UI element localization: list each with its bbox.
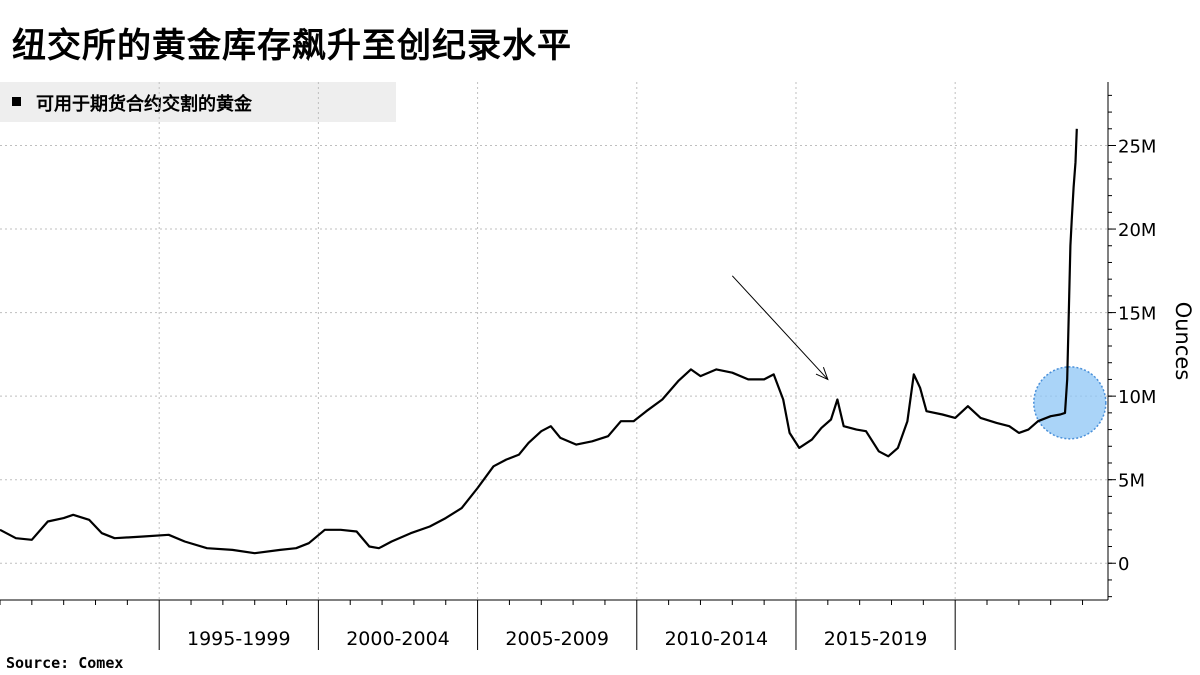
x-tick-label: 2005-2009 xyxy=(505,628,609,650)
x-tick-label: 2015-2019 xyxy=(824,628,928,650)
arrow-shaft xyxy=(731,275,829,380)
series-line xyxy=(0,128,1078,555)
x-tick-label: 2010-2014 xyxy=(665,628,769,650)
y-tick-label: 25M xyxy=(1118,136,1156,157)
y-tick-label: 15M xyxy=(1118,304,1156,325)
y-tick-label: 0 xyxy=(1118,554,1129,575)
highlight-circle xyxy=(1033,366,1107,440)
legend-swatch xyxy=(12,97,21,106)
source-note: Source: Comex xyxy=(6,654,124,672)
y-tick-label: 10M xyxy=(1118,387,1156,408)
arrow-head xyxy=(815,367,829,381)
y-axis-label: Ounces xyxy=(1171,302,1195,381)
y-tick-label: 5M xyxy=(1118,471,1145,492)
y-tick-label: 20M xyxy=(1118,220,1156,241)
legend-label: 可用于期货合约交割的黄金 xyxy=(36,94,252,115)
x-tick-label: 2000-2004 xyxy=(346,628,450,650)
chart-title: 纽交所的黄金库存飙升至创纪录水平 xyxy=(12,26,572,66)
legend: 可用于期货合约交割的黄金 xyxy=(0,82,396,122)
x-tick-label: 1995-1999 xyxy=(187,628,291,650)
